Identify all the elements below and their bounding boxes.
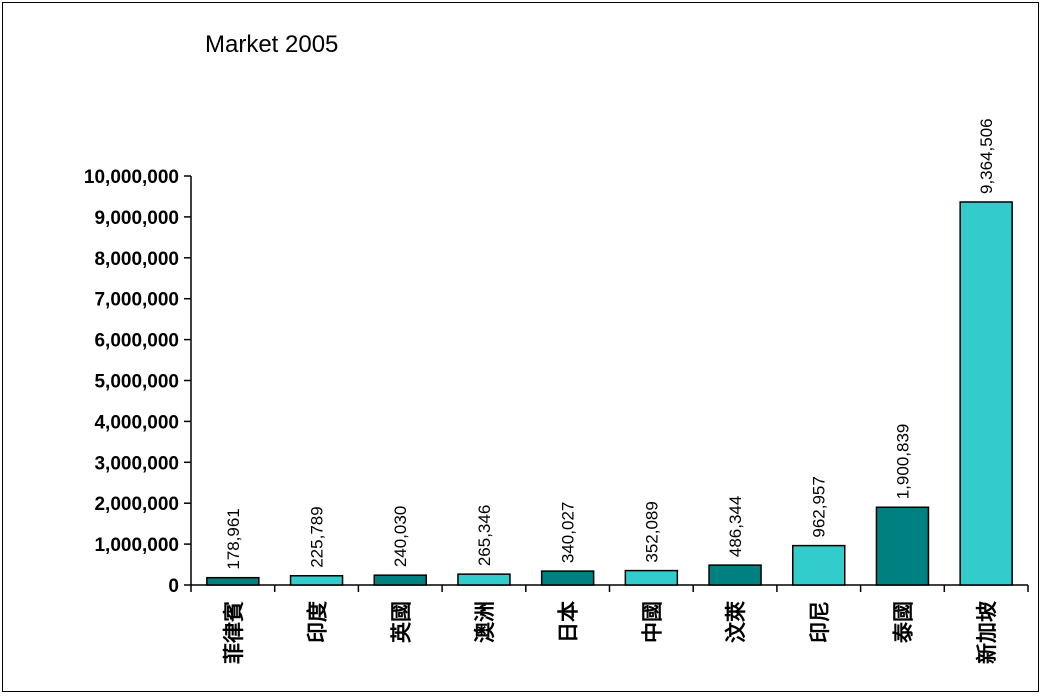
x-tick-label: 汶萊 <box>724 600 748 643</box>
y-tick-label: 10,000,000 <box>84 167 179 188</box>
data-label: 9,364,506 <box>977 118 996 194</box>
x-tick-label: 新加坡 <box>975 601 999 664</box>
y-tick-label: 2,000,000 <box>94 494 179 515</box>
bar <box>708 564 762 586</box>
y-tick-label: 9,000,000 <box>94 208 179 229</box>
bar <box>540 570 595 586</box>
data-label: 1,900,839 <box>893 424 912 500</box>
y-tick-label: 7,000,000 <box>94 290 179 311</box>
y-tick-label: 3,000,000 <box>94 453 179 474</box>
chart-title: Market 2005 <box>205 31 339 58</box>
data-label: 240,030 <box>391 506 410 567</box>
x-tick-label: 英國 <box>390 601 413 643</box>
x-tick-label: 泰國 <box>892 601 915 644</box>
x-tick-label: 菲律賓 <box>222 601 246 664</box>
x-tick-label: 日本 <box>558 601 581 643</box>
data-label: 340,027 <box>559 502 578 563</box>
bar <box>792 544 846 586</box>
bar <box>959 201 1013 586</box>
y-tick-label: 5,000,000 <box>94 372 179 393</box>
bar <box>457 573 511 586</box>
bar-chart: 0 1,000,000 2,000,000 3,000,000 4,000,000 5,0… <box>84 118 1029 664</box>
x-tick-label: 印度 <box>306 601 330 643</box>
data-label: 265,346 <box>475 505 494 566</box>
x-tick-label: 中國 <box>641 601 664 643</box>
bar <box>624 569 679 586</box>
data-label: 486,344 <box>726 496 745 557</box>
y-tick-label: 1,000,000 <box>94 535 179 556</box>
x-tick-label: 澳洲 <box>473 601 497 643</box>
data-label: 178,961 <box>224 508 243 569</box>
y-tick-label: 6,000,000 <box>94 331 179 352</box>
data-label: 352,089 <box>642 501 661 562</box>
y-tick-label: 4,000,000 <box>94 412 179 433</box>
bar <box>289 575 344 586</box>
bar <box>206 576 260 586</box>
y-tick-label: 8,000,000 <box>94 249 179 270</box>
data-label: 225,789 <box>308 506 327 567</box>
x-tick-label: 印尼 <box>809 601 832 643</box>
data-label: 962,957 <box>810 476 829 537</box>
bar <box>875 506 930 586</box>
bar <box>373 574 427 586</box>
y-tick-label: 0 <box>168 576 179 597</box>
